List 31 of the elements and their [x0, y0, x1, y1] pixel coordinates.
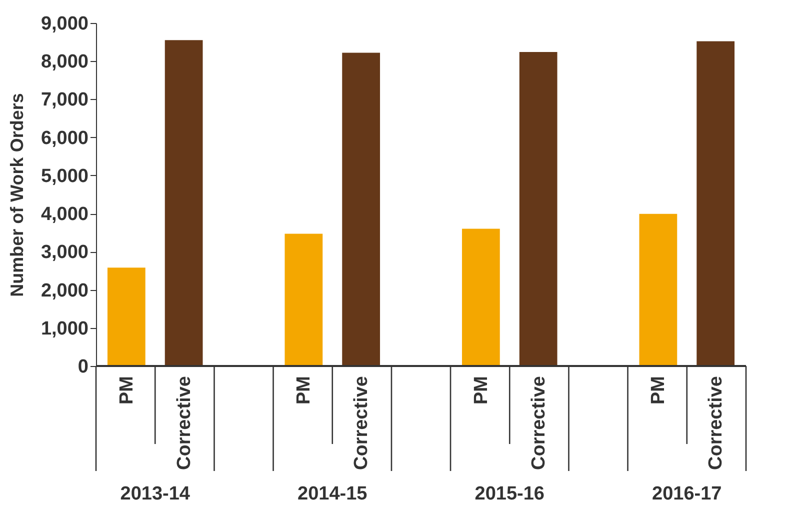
x-tick-label: 2014-15	[298, 484, 368, 504]
text: PM	[470, 376, 492, 404]
text: Corrective	[706, 376, 727, 470]
bar	[342, 52, 380, 366]
bar	[462, 228, 500, 366]
text: Corrective	[174, 376, 195, 470]
text: PM	[294, 376, 315, 404]
y-tick-label: 8,000	[40, 52, 88, 73]
bar	[519, 52, 558, 366]
y-tick-label: 6,000	[40, 128, 88, 149]
bar	[164, 40, 203, 366]
text: PM	[116, 376, 138, 404]
y-tick-label: 9,000	[40, 14, 88, 34]
y-axis-title: Number of Work Orders	[6, 93, 27, 297]
y-tick-label: 1,000	[40, 318, 88, 340]
y-tick-label: 4,000	[40, 204, 88, 226]
y-tick-label: 5,000	[40, 166, 88, 187]
x-tick-label: 2016-17	[652, 484, 722, 504]
y-tick-label: 3,000	[40, 242, 88, 264]
bar	[284, 234, 323, 366]
bar	[107, 268, 146, 366]
text: Corrective	[351, 376, 372, 470]
bar	[639, 214, 678, 366]
y-tick-label: 0	[78, 356, 88, 378]
text: PM	[648, 376, 670, 404]
bar	[696, 41, 735, 366]
text: Corrective	[528, 376, 550, 470]
x-tick-label: 2015-16	[474, 484, 544, 504]
y-tick-label: 7,000	[40, 90, 88, 111]
x-tick-label: 2013-14	[120, 484, 190, 504]
y-tick-label: 2,000	[40, 280, 88, 302]
